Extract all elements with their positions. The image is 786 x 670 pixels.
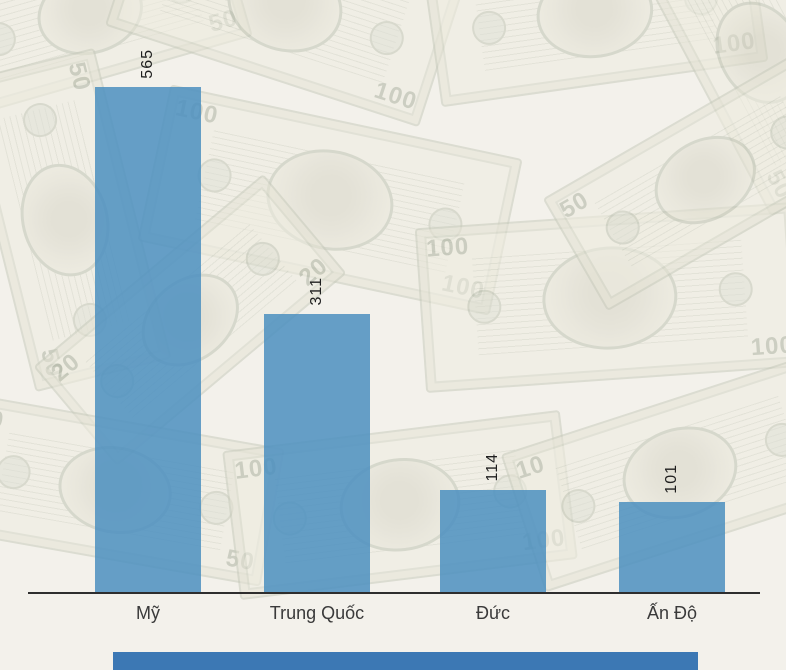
- x-axis-label-trung-quoc: Trung Quốc: [269, 603, 365, 623]
- bar-value-label: 101: [663, 464, 680, 494]
- x-axis-label-an-do: Ấn Độ: [646, 603, 698, 623]
- x-axis-label-duc: Đức: [475, 603, 511, 623]
- bar-column-trung-quoc: 311 Trung Quốc: [264, 0, 370, 670]
- bar-value-label: 311: [308, 277, 325, 306]
- bottom-blue-band: [113, 652, 698, 670]
- bar-duc: [440, 490, 546, 592]
- bar-my: [95, 87, 201, 592]
- x-axis-line: [28, 592, 760, 594]
- bar-column-my: 565 Mỹ: [95, 0, 201, 670]
- bar-an-do: [619, 502, 725, 592]
- bar-column-duc: 114 Đức: [440, 0, 546, 670]
- bar-value-label: 565: [139, 49, 156, 79]
- bar-trung-quoc: [264, 314, 370, 592]
- bar-column-an-do: 101 Ấn Độ: [619, 0, 725, 670]
- x-axis-label-my: Mỹ: [136, 603, 160, 623]
- bar-value-label: 114: [484, 453, 501, 482]
